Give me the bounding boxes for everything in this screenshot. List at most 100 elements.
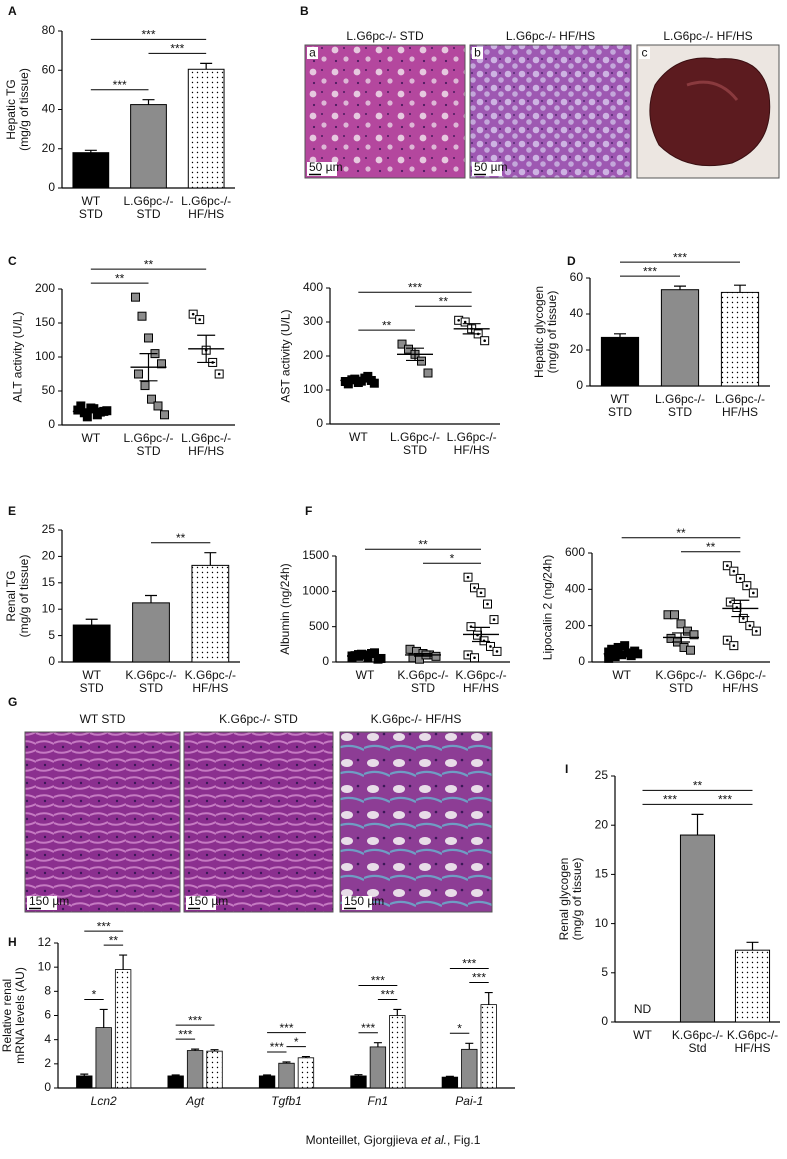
micrograph: [304, 44, 466, 179]
y-tick-label: 15: [42, 575, 56, 589]
significance-label: **: [676, 526, 686, 540]
image-title: L.G6pc-/- HF/HS: [663, 29, 752, 43]
error-bar: [81, 409, 100, 414]
error-bar: [204, 552, 217, 566]
x-tick-label: L.G6pc-/-: [390, 430, 440, 444]
significance-label: **: [693, 779, 703, 793]
error-bar: [672, 632, 690, 643]
significance-label: **: [176, 531, 186, 545]
y-tick-label: 20: [42, 549, 56, 563]
panel-letter: G: [8, 695, 17, 709]
y-tick-label: 25: [595, 768, 609, 782]
y-tick-label: 600: [565, 545, 585, 559]
panel-letter: C: [8, 254, 17, 268]
point-dot: [752, 591, 755, 595]
point-dot: [495, 650, 499, 653]
y-tick-label: 0: [48, 180, 55, 194]
scale-box: [307, 162, 337, 176]
x-tick-label: Agt: [185, 1094, 205, 1108]
significance-label: ***: [381, 988, 395, 1002]
point-dot: [457, 319, 460, 322]
y-tick-label: 8: [44, 984, 51, 998]
image-title: WT STD: [80, 712, 126, 726]
y-tick-label: 20: [595, 817, 609, 831]
x-tick-label: K.G6pc-/-: [672, 1028, 723, 1042]
error-bar: [119, 954, 128, 970]
y-axis-label: AST activity (U/L): [279, 309, 293, 402]
significance-label: *: [92, 988, 97, 1002]
y-tick-label: 12: [38, 935, 52, 949]
point-dot: [217, 372, 221, 376]
x-tick-label: L.G6pc-/-: [655, 392, 705, 406]
image-title: L.G6pc-/- STD: [346, 29, 424, 43]
x-tick-label: STD: [608, 405, 632, 419]
error-bar: [465, 1042, 474, 1050]
point-dot: [726, 638, 729, 642]
point-dot: [726, 564, 729, 568]
bar: [679, 834, 716, 1023]
photo-highlight: [686, 80, 739, 101]
y-axis-label: (mg/g of tissue): [17, 555, 31, 638]
y-tick-label: 10: [38, 959, 52, 973]
data-point: [404, 344, 413, 354]
y-tick-label: 100: [303, 382, 323, 396]
x-tick-label: K.G6pc-/-: [655, 668, 706, 682]
y-tick-label: 25: [42, 522, 56, 536]
error-bar: [484, 991, 493, 1005]
data-point: [160, 410, 169, 420]
data-point: [140, 381, 150, 391]
significance-label: **: [706, 540, 716, 554]
panel-letter: B: [300, 4, 309, 18]
error-bar: [171, 1074, 180, 1076]
micrograph: [339, 731, 493, 913]
scale-label: 150 µm: [29, 894, 69, 908]
bar: [130, 104, 167, 189]
x-tick-label: HF/HS: [188, 207, 224, 221]
panel-letter: I: [565, 762, 568, 776]
error-bar: [746, 941, 759, 951]
y-tick-label: 60: [42, 62, 56, 76]
error-bar: [301, 1055, 310, 1058]
error-bar: [142, 99, 155, 105]
image-title: K.G6pc-/- STD: [219, 712, 298, 726]
significance-label: **: [144, 257, 154, 271]
error-bar: [99, 1008, 108, 1028]
scale-box: [186, 896, 216, 910]
bar: [206, 1050, 223, 1089]
bar: [350, 1075, 367, 1089]
significance-label: ***: [673, 250, 687, 264]
bar: [660, 289, 700, 387]
x-tick-label: Fn1: [368, 1094, 389, 1108]
data-point: [144, 333, 153, 343]
bar: [114, 969, 132, 1089]
point-dot: [732, 644, 736, 647]
y-tick-label: 60: [570, 270, 584, 284]
significance-label: ***: [361, 1021, 375, 1035]
y-tick-label: 300: [303, 314, 323, 328]
x-tick-label: HF/HS: [722, 681, 758, 695]
x-tick-label: Tgfb1: [271, 1094, 302, 1108]
error-bar: [282, 1061, 291, 1064]
image-title: L.G6pc-/- HF/HS: [506, 29, 595, 43]
x-tick-label: WT: [612, 668, 631, 682]
data-point: [147, 394, 156, 404]
bar: [187, 68, 225, 189]
image-tag: b: [474, 46, 481, 60]
data-point: [620, 641, 630, 651]
y-tick-label: 400: [303, 280, 323, 294]
y-tick-label: 150: [35, 315, 55, 329]
bar: [72, 152, 110, 189]
x-tick-label: Lcn2: [91, 1094, 117, 1108]
y-axis-label: Lipocalin 2 (ng/24h): [541, 555, 555, 660]
point-dot: [489, 645, 492, 648]
point-dot: [748, 624, 752, 627]
significance-label: ***: [97, 919, 111, 933]
image-title: K.G6pc-/- HF/HS: [371, 712, 462, 726]
x-tick-label: K.G6pc-/-: [715, 668, 766, 682]
point-dot: [466, 653, 470, 657]
error-bar: [191, 1048, 200, 1051]
bar: [191, 564, 230, 663]
error-bar: [349, 378, 368, 383]
error-bar: [210, 1049, 219, 1052]
significance-label: ***: [188, 1013, 202, 1027]
